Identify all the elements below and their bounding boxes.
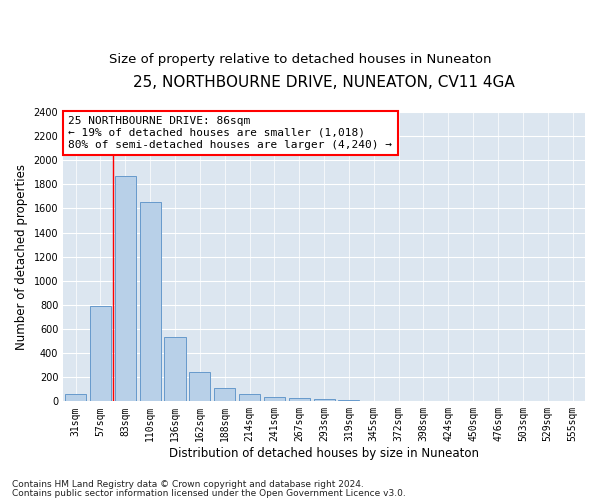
Bar — [140, 202, 161, 402]
Bar — [289, 398, 310, 402]
X-axis label: Distribution of detached houses by size in Nuneaton: Distribution of detached houses by size … — [169, 447, 479, 460]
Y-axis label: Number of detached properties: Number of detached properties — [15, 164, 28, 350]
Text: 25 NORTHBOURNE DRIVE: 86sqm
← 19% of detached houses are smaller (1,018)
80% of : 25 NORTHBOURNE DRIVE: 86sqm ← 19% of det… — [68, 116, 392, 150]
Bar — [189, 372, 211, 402]
Text: Contains HM Land Registry data © Crown copyright and database right 2024.: Contains HM Land Registry data © Crown c… — [12, 480, 364, 489]
Bar — [65, 394, 86, 402]
Bar — [363, 400, 385, 402]
Bar — [90, 306, 111, 402]
Text: Size of property relative to detached houses in Nuneaton: Size of property relative to detached ho… — [109, 52, 491, 66]
Bar — [239, 394, 260, 402]
Bar — [164, 338, 185, 402]
Bar — [214, 388, 235, 402]
Bar — [338, 400, 359, 402]
Bar — [314, 399, 335, 402]
Bar — [264, 396, 285, 402]
Text: Contains public sector information licensed under the Open Government Licence v3: Contains public sector information licen… — [12, 488, 406, 498]
Bar — [115, 176, 136, 402]
Title: 25, NORTHBOURNE DRIVE, NUNEATON, CV11 4GA: 25, NORTHBOURNE DRIVE, NUNEATON, CV11 4G… — [133, 75, 515, 90]
